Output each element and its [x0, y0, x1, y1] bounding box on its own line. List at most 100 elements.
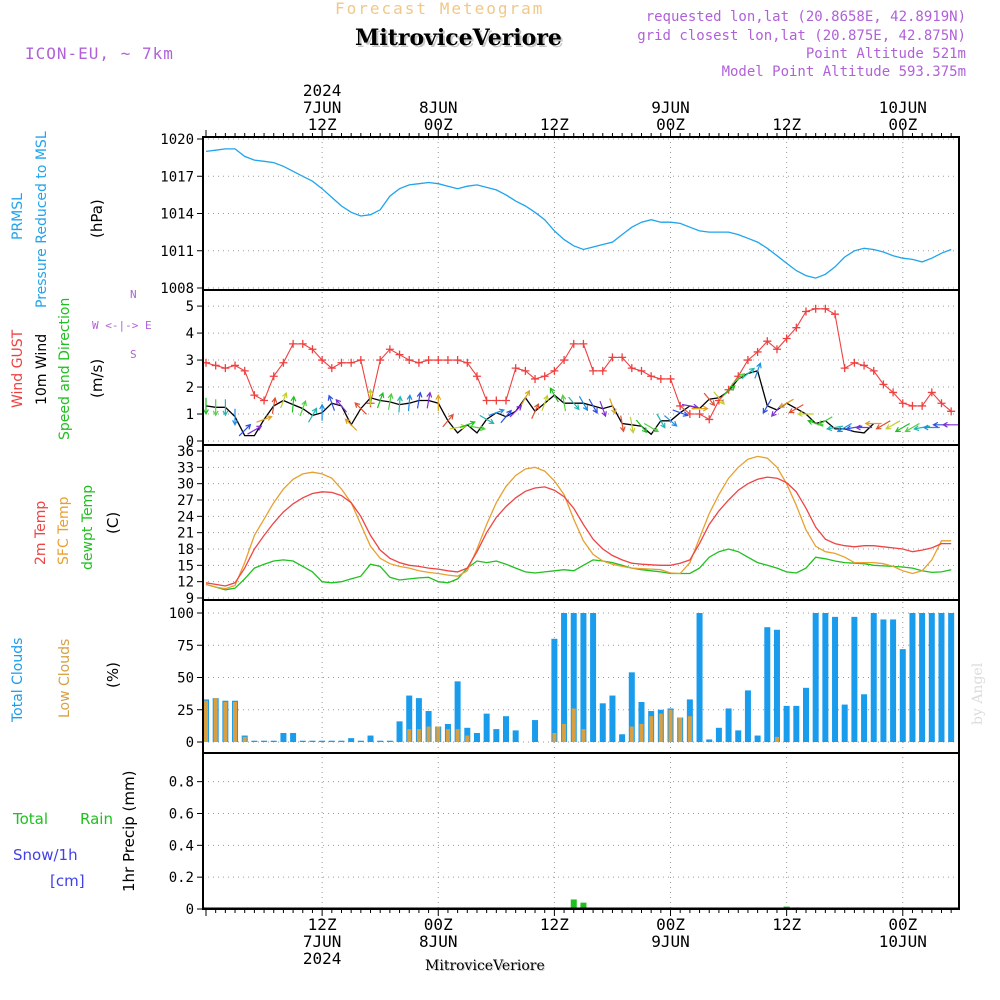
wind-direction-arrow — [722, 385, 736, 397]
low-cloud-bar — [571, 708, 576, 742]
gust-marker — [385, 345, 394, 354]
y-tick-label: 0 — [186, 434, 194, 450]
low-cloud-bar — [658, 713, 663, 742]
gust-marker — [724, 385, 733, 394]
total-cloud-bar — [919, 613, 926, 742]
total-cloud-bar — [851, 616, 858, 742]
y-tick-label: 0.8 — [169, 775, 194, 791]
top-time-label: 00Z — [656, 115, 685, 134]
total-cloud-bar — [764, 627, 771, 742]
gust-marker — [231, 361, 240, 370]
total-cloud-bar — [599, 703, 606, 742]
frame-layer — [202, 136, 960, 910]
panel-frame-pressure — [202, 136, 960, 291]
wind-direction-arrow — [354, 402, 367, 415]
gust-marker — [908, 401, 917, 410]
total-cloud-bar — [948, 613, 955, 742]
top-time-label: 00Z — [424, 115, 453, 134]
bottom-time-label: 12Z — [308, 915, 337, 934]
gust-marker — [918, 401, 927, 410]
y-tick-label: 30 — [177, 477, 194, 493]
top-time-label: 7JUN — [303, 98, 342, 117]
total-cloud-bar — [386, 740, 393, 742]
gust-marker — [772, 345, 781, 354]
model-label: ICON-EU, ~ 7km — [25, 44, 174, 63]
wind-direction-arrow — [619, 415, 626, 433]
wind-direction-arrow — [238, 423, 252, 437]
top-time-label: 2024 — [303, 81, 342, 100]
total-cloud-bar — [909, 613, 916, 742]
total-cloud-bar — [503, 716, 509, 742]
total-cloud-bar — [744, 690, 751, 742]
wind-direction-arrow — [578, 396, 589, 412]
pressure-line — [205, 148, 952, 279]
gust-marker — [666, 374, 675, 383]
total-cloud-bar — [890, 619, 897, 742]
total-cloud-bar — [609, 695, 616, 742]
gust-marker — [927, 388, 936, 397]
top-time-label: 10JUN — [879, 98, 927, 117]
wind-direction-arrow — [922, 424, 940, 431]
wind-direction-arrow — [256, 415, 273, 423]
total-cloud-bar — [483, 713, 490, 742]
wind-direction-arrow — [232, 408, 238, 426]
gust-marker — [618, 353, 627, 362]
total-cloud-bar — [861, 694, 868, 742]
gust-marker — [560, 356, 569, 365]
total-cloud-bar — [696, 613, 703, 742]
total-cloud-bar — [377, 740, 384, 742]
info-altitude: Point Altitude 521m — [805, 46, 966, 62]
wind-direction-arrow — [222, 399, 229, 417]
y-tick-label: 0 — [186, 902, 194, 918]
gust-marker — [889, 388, 898, 397]
wind-direction-arrow — [396, 395, 403, 413]
y-tick-label: 33 — [177, 460, 194, 476]
low-cloud-bar — [213, 698, 218, 742]
wind-direction-arrow — [864, 420, 882, 427]
wind-direction-arrow — [875, 420, 891, 430]
wind-unit: (m/s) — [88, 358, 106, 398]
total-cloud-bar — [783, 705, 790, 742]
info-grid: grid closest lon,lat (20.875E, 42.875N) — [637, 28, 966, 44]
total-cloud-bar — [899, 649, 906, 742]
info-model-altitude: Model Point Altitude 593.375m — [721, 64, 966, 80]
bottom-time-label: 12Z — [540, 915, 569, 934]
low-cloud-bar — [436, 726, 441, 742]
wind-direction-arrow — [459, 420, 476, 429]
wind-direction-arrow — [560, 394, 567, 412]
temp2m-line — [205, 476, 952, 587]
total-cloud-bar — [793, 705, 800, 742]
gust-marker — [937, 399, 946, 408]
clouds-unit: (%) — [104, 662, 122, 688]
y-tick-label: 50 — [177, 671, 194, 687]
compass-south: S — [130, 348, 137, 361]
y-tick-label: 0 — [186, 735, 194, 751]
wind-direction-arrow — [754, 362, 762, 379]
compass-west-east: W <-|-> E — [92, 319, 152, 332]
wind-direction-arrow — [825, 425, 844, 432]
wind-direction-arrow — [913, 425, 931, 432]
gust-marker — [279, 358, 288, 367]
total-cloud-bar — [561, 613, 568, 742]
gust-marker — [850, 358, 859, 367]
total-cloud-bar — [580, 613, 587, 742]
gust-marker — [347, 358, 356, 367]
gust-marker — [579, 339, 588, 348]
y-tick-label: 0.6 — [169, 806, 194, 822]
low-cloud-bar — [465, 735, 470, 742]
gust-marker — [792, 323, 801, 332]
total-cloud-bar — [328, 740, 335, 742]
station-title: MitroviceVeriore — [355, 25, 562, 51]
low-cloud-bar — [629, 726, 634, 742]
gust-marker — [240, 366, 249, 375]
gust-marker — [879, 380, 888, 389]
precip-snow-unit: [cm] — [50, 872, 85, 890]
y-tick-label: 21 — [177, 526, 194, 542]
total-clouds-label: Total Clouds — [10, 637, 26, 722]
low-cloud-bar — [426, 726, 431, 742]
gust-marker — [376, 356, 385, 365]
total-cloud-bar — [706, 739, 713, 742]
gust-marker — [550, 366, 559, 375]
wind-direction-arrow — [817, 416, 833, 426]
